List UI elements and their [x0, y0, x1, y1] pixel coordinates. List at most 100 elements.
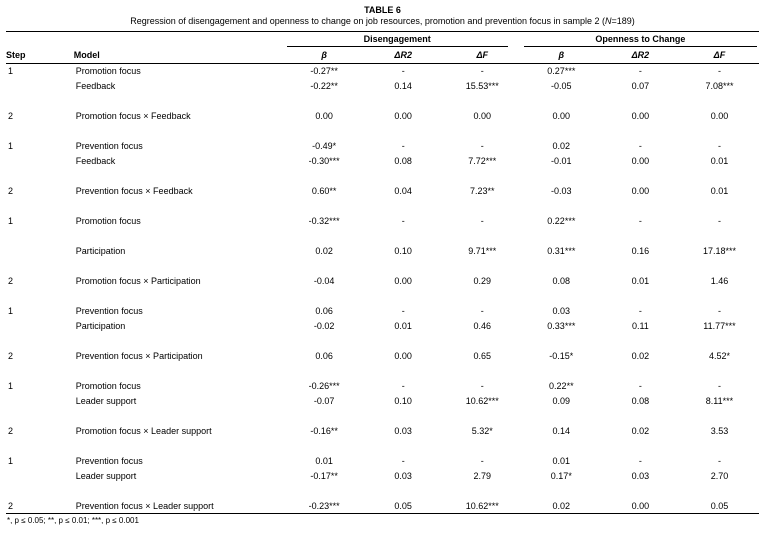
empty-cell [74, 32, 285, 48]
spacer-cell [6, 409, 759, 424]
table-cell: 0.03 [394, 426, 412, 436]
table-row: 1 Promotion focus -0.27** - - 0.27*** - - [6, 64, 759, 79]
table-cell: -0.07 [313, 396, 335, 406]
table-cell [6, 319, 74, 334]
table-cell: 0.03 [552, 306, 571, 316]
table-row: Leader support -0.07 0.10 10.62*** 0.09 0.08 8… [6, 394, 759, 409]
table-cell: 0.00 [552, 111, 571, 121]
table-cell: 0.01 [394, 321, 412, 331]
table-cell: 0.02 [631, 351, 650, 361]
table-cell: - [480, 216, 484, 226]
table-cell: 2 [8, 276, 14, 286]
caption-prefix: Regression of disengagement and openness… [130, 16, 606, 26]
column-header-row: Step Model β ΔR2 ΔF β ΔR2 ΔF [6, 47, 759, 64]
table-cell: Promotion focus [75, 216, 141, 226]
table-row: 2 Prevention focus × Participation 0.06 0.0… [6, 349, 759, 364]
table-cell: Leader support [75, 471, 137, 481]
table-cell: -0.23*** [308, 500, 340, 511]
table-cell: - [717, 306, 721, 316]
table-cell: 0.00 [394, 111, 412, 121]
table-cell: 0.01 [631, 276, 650, 286]
table-cell: 0.03 [394, 471, 412, 481]
table-cell: 0.01 [710, 156, 729, 166]
table-cell: 0.22*** [547, 216, 576, 226]
spacer-cell [6, 334, 759, 349]
table-cell: - [717, 66, 721, 77]
col-header-model: Model [73, 47, 285, 64]
table-cell [6, 469, 74, 484]
spacer-cell [6, 259, 759, 274]
spacer-cell [6, 169, 759, 184]
table-cell: 0.27*** [547, 66, 576, 77]
caption-suffix: =189) [611, 16, 635, 26]
spacer-cell [6, 124, 759, 139]
table-cell: 0.02 [552, 141, 571, 151]
table-cell: 1 [8, 216, 14, 226]
table-cell: - [401, 141, 405, 151]
spacer-cell [6, 199, 759, 214]
table-cell: 0.10 [394, 396, 412, 406]
table-row: Leader support -0.17** 0.03 2.79 0.17* 0.03 2.… [6, 469, 759, 484]
table-cell: 2.70 [710, 471, 729, 481]
table-cell: 2 [8, 351, 14, 361]
table-cell: - [717, 381, 721, 391]
table-cell: - [638, 141, 642, 151]
table-cell: 0.14 [552, 426, 571, 436]
spacer-row [6, 94, 759, 109]
table-cell: 0.22** [549, 381, 574, 391]
table-cell: Promotion focus [75, 381, 141, 391]
table-cell: Prevention focus [75, 306, 143, 316]
table-cell: 2 [8, 500, 14, 511]
table-cell: 0.31*** [547, 246, 576, 256]
group-header-openness: Openness to Change [522, 32, 759, 47]
table-cell: Prevention focus × Leader support [75, 500, 214, 511]
table-cell: 0.29 [473, 276, 492, 286]
table-cell: -0.26*** [308, 381, 340, 391]
table-cell: 0.10 [394, 246, 412, 256]
table-cell: 0.00 [631, 111, 650, 121]
table-cell: Prevention focus [75, 456, 143, 466]
table-cell: - [638, 456, 642, 466]
table-cell: 0.06 [315, 306, 333, 316]
table-cell: 0.05 [394, 500, 412, 511]
spacer-row [6, 229, 759, 244]
table-cell: 0.60** [311, 186, 337, 196]
table-cell: 0.00 [631, 156, 650, 166]
table-cell: 3.53 [710, 426, 729, 436]
table-cell: -0.32*** [308, 216, 340, 226]
table-row: Participation -0.02 0.01 0.46 0.33*** 0.11 11.… [6, 319, 759, 334]
table-cell: 0.65 [473, 351, 492, 361]
table-row: Feedback -0.22** 0.14 15.53*** -0.05 0.07 7.08… [6, 79, 759, 94]
table-cell: Prevention focus [75, 141, 143, 151]
table-cell: - [717, 141, 721, 151]
table-row: 1 Promotion focus -0.32*** - - 0.22*** - - [6, 214, 759, 229]
col-header-beta-disengagement: β [284, 47, 364, 64]
table-cell: - [401, 456, 405, 466]
table-cell: 0.00 [631, 186, 650, 196]
table-cell: 7.23** [469, 186, 495, 196]
regression-table: Disengagement Openness to Change Step Mo… [6, 31, 759, 514]
table-cell [6, 244, 74, 259]
col-header-dr2-disengagement: ΔR2 [363, 47, 443, 64]
table-cell: 0.07 [631, 81, 650, 91]
table-cell: -0.15* [549, 351, 574, 361]
table-cell: - [401, 216, 405, 226]
table-cell: 1 [8, 381, 14, 391]
table-cell: 2 [8, 426, 14, 436]
table-cell: - [638, 216, 642, 226]
table-row: 2 Promotion focus × Leader support -0.16**… [6, 424, 759, 439]
col-header-df-openness: ΔF [679, 47, 759, 64]
table-row: 2 Prevention focus × Leader support -0.23*… [6, 499, 759, 514]
table-cell: 0.00 [710, 111, 729, 121]
table-cell: -0.22** [310, 81, 338, 91]
table-cell: 5.32* [471, 426, 493, 436]
table-cell: 7.72*** [468, 156, 497, 166]
col-header-df-disengagement: ΔF [442, 47, 522, 64]
table-cell: 17.18*** [702, 246, 736, 256]
spacer-row [6, 124, 759, 139]
spacer-row [6, 334, 759, 349]
table-cell: 0.00 [315, 111, 333, 121]
empty-cell [6, 32, 74, 48]
table-cell: -0.05 [551, 81, 572, 91]
